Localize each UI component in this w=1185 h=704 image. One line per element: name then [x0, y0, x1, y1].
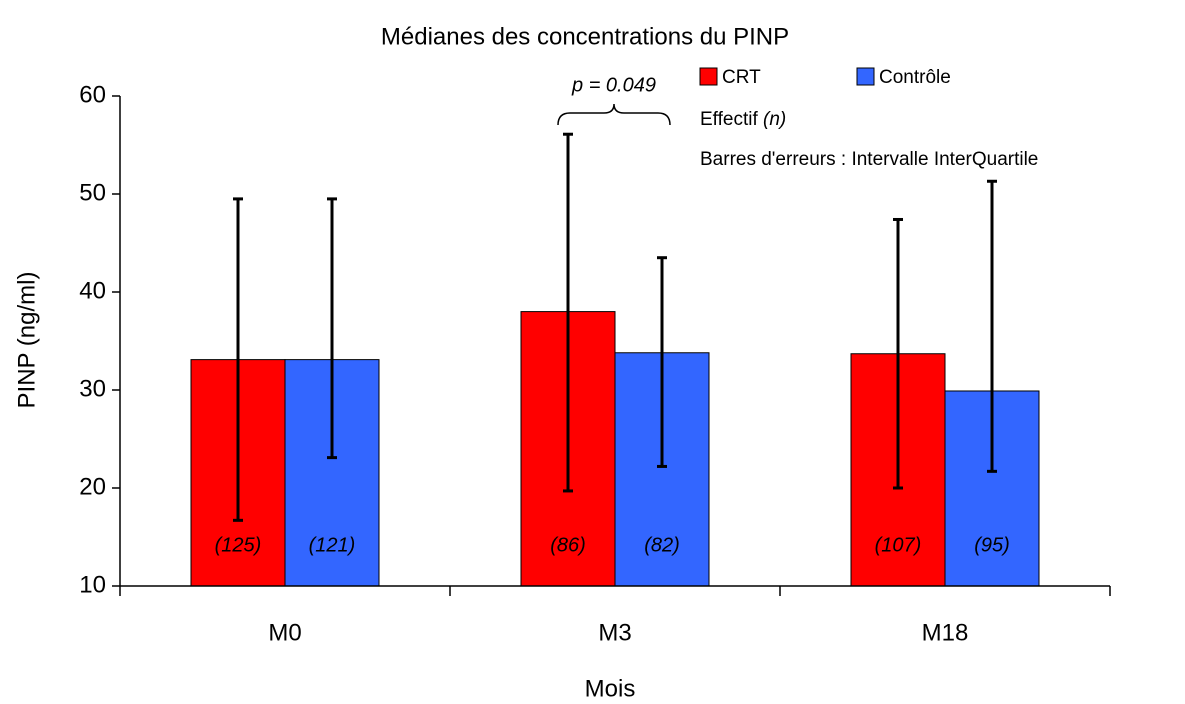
count-label: (125) [215, 534, 262, 556]
chart-title: Médianes des concentrations du PINP [381, 23, 789, 50]
annotation-brace [557, 103, 671, 126]
x-axis-label: Mois [585, 675, 636, 702]
y-tick-label: 30 [79, 375, 106, 402]
x-tick-label: M18 [922, 619, 969, 646]
legend-note-symbol: (n) [763, 109, 786, 130]
count-label: (86) [550, 534, 586, 556]
legend-swatch [699, 67, 718, 86]
count-label: (82) [644, 534, 680, 556]
y-tick-label: 10 [79, 571, 106, 598]
count-label: (121) [309, 534, 356, 556]
annotation: p = 0.049 [571, 74, 656, 96]
legend-note: Effectif (n) [700, 109, 786, 130]
legend-note-text: Effectif [700, 109, 763, 130]
y-tick-label: 20 [79, 473, 106, 500]
y-tick-label: 40 [79, 277, 106, 304]
count-label: (95) [974, 534, 1010, 556]
legend-swatch [856, 67, 875, 86]
legend-note: Barres d'erreurs : Intervalle InterQuart… [700, 149, 1038, 170]
y-tick-label: 60 [79, 81, 106, 108]
x-tick-label: M0 [268, 619, 301, 646]
count-label: (107) [875, 534, 922, 556]
legend-label: Contrôle [879, 67, 951, 88]
y-tick-label: 50 [79, 179, 106, 206]
x-tick-label: M3 [598, 619, 631, 646]
legend-label: CRT [722, 67, 761, 88]
y-axis-label: PINP (ng/ml) [13, 272, 40, 409]
